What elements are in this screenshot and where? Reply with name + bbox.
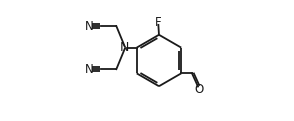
Text: N: N <box>120 41 129 54</box>
Text: F: F <box>154 16 161 29</box>
Text: O: O <box>194 83 203 96</box>
Text: N: N <box>85 20 93 33</box>
Text: N: N <box>85 63 93 76</box>
